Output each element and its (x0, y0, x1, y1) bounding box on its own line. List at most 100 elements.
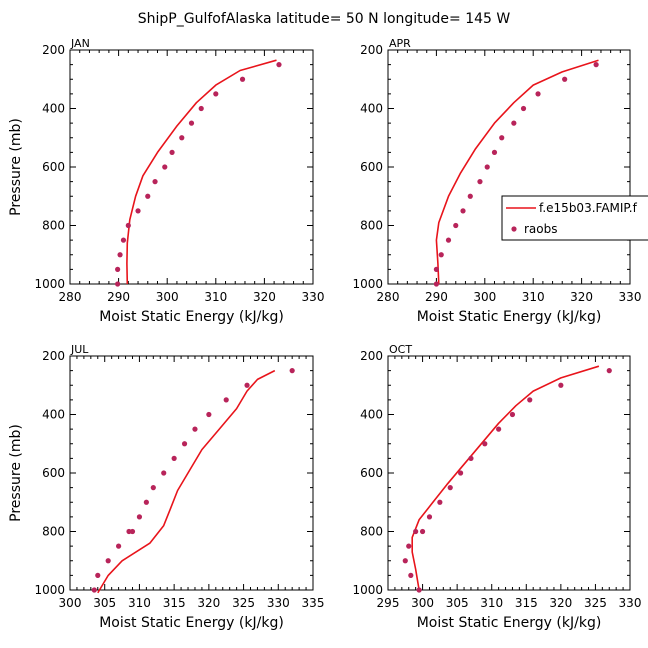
x-tick-label: 310 (128, 596, 151, 610)
raobs-point (145, 193, 151, 199)
panel-title: OCT (389, 343, 412, 356)
panel-oct: 295 300 305 310 315 320 325 330 200 400 600 800 1000… (352, 343, 641, 631)
panel-title: APR (389, 37, 411, 50)
plot-frame (387, 49, 631, 285)
x-tick-label: 310 (204, 290, 227, 304)
x-tick-label: 305 (93, 596, 116, 610)
raobs-point (433, 266, 439, 272)
y-tick-label: 400 (42, 408, 65, 422)
raobs-point (206, 411, 212, 418)
y-tick-label: 800 (360, 219, 383, 233)
x-tick-label: 280 (377, 290, 400, 304)
x-tick-label: 315 (163, 596, 186, 610)
x-tick-label: 330 (302, 290, 325, 304)
raobs-point (150, 485, 156, 491)
panel-jan: 280 290 300 310 320 330 200 400 600 800 1000 JAN Moi… (8, 37, 324, 325)
panels: 280 290 300 310 320 330 200 400 600 800 1000 JAN Moi… (8, 37, 641, 631)
raobs-point (453, 222, 459, 229)
raobs-point (162, 164, 168, 170)
panel-title: JAN (70, 37, 90, 50)
raobs-point (419, 528, 426, 535)
raobs-point (460, 208, 466, 214)
raobs-point (126, 528, 132, 535)
raobs-point (161, 470, 167, 476)
raobs-point (593, 62, 599, 68)
x-tick-label: 295 (377, 596, 400, 610)
raobs-point (438, 252, 444, 258)
raobs-point (426, 514, 433, 520)
raobs-point (289, 368, 295, 374)
panel-title: JUL (70, 343, 89, 356)
y-tick-label: 400 (360, 102, 383, 116)
y-tick-label: 600 (42, 160, 65, 174)
x-tick-label: 325 (584, 596, 607, 610)
raobs-point (188, 120, 195, 126)
model-profile-line (126, 59, 277, 285)
raobs-point (447, 485, 453, 491)
x-tick-label: 320 (253, 290, 276, 304)
raobs-point (143, 499, 149, 505)
y-tick-label: 1000 (352, 583, 383, 597)
panel-jul: 300 305 310 315 320 325 330 335 200 400 600 800 1000… (8, 343, 324, 631)
x-tick-label: 325 (232, 596, 255, 610)
x-tick-label: 290 (107, 290, 130, 304)
legend-point-swatch (511, 226, 517, 232)
raobs-point (433, 281, 439, 287)
raobs-point (125, 222, 131, 229)
raobs-point (135, 208, 141, 214)
raobs-point (198, 105, 204, 112)
raobs-point (527, 397, 533, 403)
x-tick-label: 330 (267, 596, 290, 610)
x-tick-label: 320 (197, 596, 220, 610)
x-tick-label: 290 (425, 290, 448, 304)
raobs-point (416, 587, 422, 593)
x-tick-label: 310 (522, 290, 545, 304)
raobs-point (458, 470, 464, 476)
raobs-point (169, 149, 175, 155)
raobs-point (499, 135, 505, 141)
raobs-point (562, 76, 568, 82)
x-tick-label: 300 (473, 290, 496, 304)
raobs-point (115, 281, 121, 287)
raobs-point (477, 179, 483, 185)
raobs-point (482, 441, 488, 447)
raobs-point (509, 411, 516, 418)
legend-box (501, 195, 648, 241)
x-tick-label: 310 (480, 596, 503, 610)
raobs-point (437, 499, 443, 505)
y-tick-label: 200 (42, 43, 65, 57)
x-tick-label: 300 (411, 596, 434, 610)
y-tick-label: 600 (360, 160, 383, 174)
raobs-point (402, 558, 408, 564)
x-tick-label: 300 (156, 290, 179, 304)
y-tick-label: 800 (42, 525, 65, 539)
raobs-point (558, 382, 564, 388)
raobs-point (276, 62, 282, 68)
x-tick-label: 330 (619, 596, 642, 610)
y-tick-label: 800 (42, 219, 65, 233)
x-axis-label: Moist Static Energy (kJ/kg) (99, 615, 284, 631)
x-tick-label: 300 (59, 596, 82, 610)
legend-label-model: f.e15b03.FAMIP.f (539, 201, 638, 215)
raobs-point (136, 514, 143, 520)
raobs-point (445, 237, 452, 243)
y-tick-label: 600 (360, 466, 383, 480)
raobs-point (244, 382, 250, 388)
x-tick-label: 280 (59, 290, 82, 304)
y-tick-label: 1000 (34, 277, 65, 291)
raobs-point (511, 120, 517, 126)
raobs-point (120, 237, 127, 243)
y-tick-label: 200 (42, 349, 65, 363)
raobs-point (117, 252, 123, 258)
raobs-point (535, 91, 541, 97)
y-tick-label: 800 (360, 525, 383, 539)
y-tick-label: 1000 (352, 277, 383, 291)
legend-label-raobs: raobs (524, 222, 558, 236)
raobs-point (192, 426, 198, 432)
x-tick-label: 320 (570, 290, 593, 304)
model-profile-line (97, 369, 276, 594)
y-tick-label: 600 (42, 466, 65, 480)
raobs-point (171, 455, 177, 461)
raobs-point (105, 558, 111, 564)
